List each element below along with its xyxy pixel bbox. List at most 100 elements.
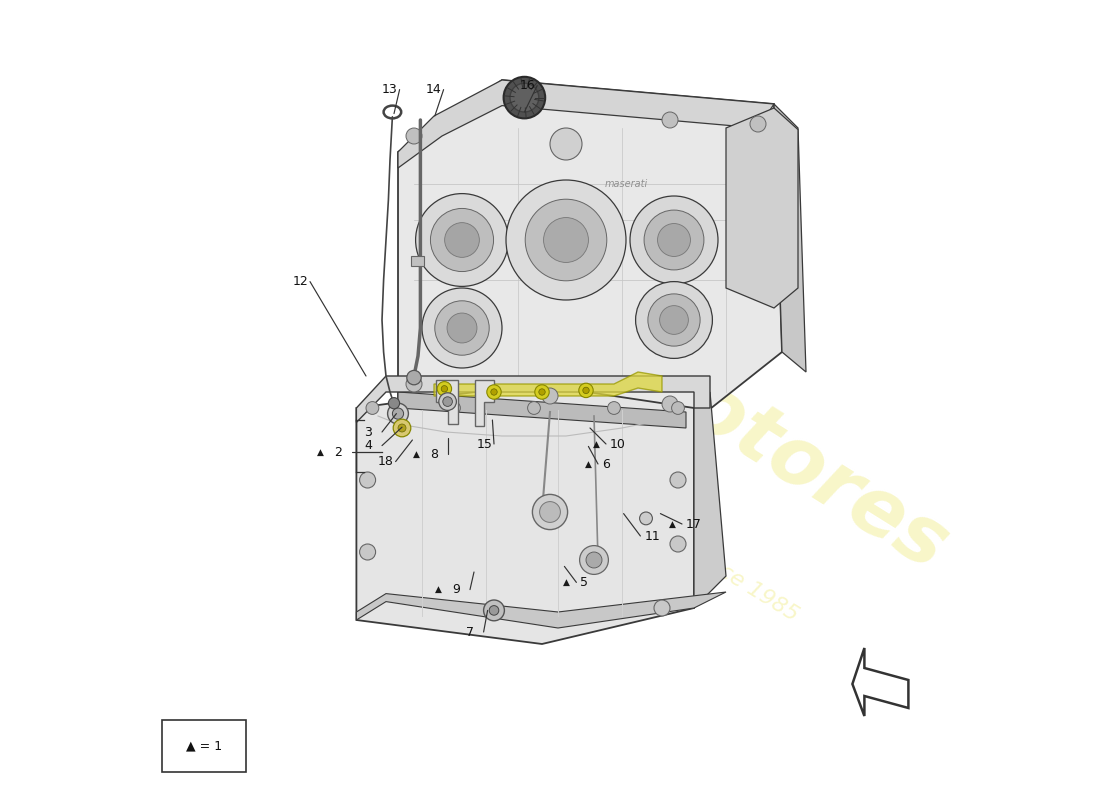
Circle shape <box>586 552 602 568</box>
Circle shape <box>448 402 461 414</box>
Text: 15: 15 <box>476 438 493 450</box>
Text: euromotores: euromotores <box>427 213 961 587</box>
Polygon shape <box>774 104 806 372</box>
Text: 14: 14 <box>426 83 442 96</box>
Circle shape <box>393 408 404 419</box>
Circle shape <box>539 389 546 395</box>
Circle shape <box>579 383 593 398</box>
Polygon shape <box>726 108 798 308</box>
Text: ▲: ▲ <box>436 585 442 594</box>
Circle shape <box>543 218 588 262</box>
Text: 4: 4 <box>364 439 372 452</box>
Circle shape <box>491 389 497 395</box>
Circle shape <box>525 199 607 281</box>
Circle shape <box>437 382 452 396</box>
Circle shape <box>487 385 502 399</box>
Text: maserati: maserati <box>604 179 648 189</box>
Text: a passion for parts since 1985: a passion for parts since 1985 <box>506 430 802 626</box>
Circle shape <box>583 387 590 394</box>
Text: 3: 3 <box>364 426 372 438</box>
Polygon shape <box>398 392 686 428</box>
Circle shape <box>636 282 713 358</box>
Circle shape <box>504 77 546 118</box>
Circle shape <box>672 402 684 414</box>
Text: 17: 17 <box>686 518 702 530</box>
Circle shape <box>670 472 686 488</box>
Polygon shape <box>434 372 662 396</box>
Circle shape <box>406 376 422 392</box>
Text: 16: 16 <box>519 79 536 92</box>
Circle shape <box>630 196 718 284</box>
Circle shape <box>654 600 670 616</box>
Circle shape <box>550 128 582 160</box>
Text: ▲: ▲ <box>585 459 592 469</box>
Polygon shape <box>410 256 424 266</box>
Circle shape <box>422 288 502 368</box>
Polygon shape <box>356 592 726 628</box>
Polygon shape <box>475 380 494 426</box>
Text: 7: 7 <box>466 626 474 638</box>
Text: 2: 2 <box>334 446 342 458</box>
Polygon shape <box>356 384 694 644</box>
Circle shape <box>360 544 375 560</box>
Circle shape <box>532 494 568 530</box>
Circle shape <box>416 194 508 286</box>
Polygon shape <box>356 376 710 422</box>
Polygon shape <box>437 380 458 424</box>
Circle shape <box>406 128 422 144</box>
Circle shape <box>447 313 477 343</box>
Circle shape <box>407 370 421 385</box>
Circle shape <box>388 398 399 409</box>
Text: 18: 18 <box>378 455 394 468</box>
Text: 11: 11 <box>645 530 660 542</box>
Circle shape <box>658 223 691 257</box>
Circle shape <box>366 402 378 414</box>
Circle shape <box>660 306 689 334</box>
Text: ▲ = 1: ▲ = 1 <box>186 739 222 753</box>
Circle shape <box>387 403 408 424</box>
Text: 9: 9 <box>452 583 460 596</box>
Text: 6: 6 <box>602 458 609 470</box>
Circle shape <box>580 546 608 574</box>
Circle shape <box>662 396 678 412</box>
Text: 10: 10 <box>610 438 626 450</box>
Polygon shape <box>694 392 726 608</box>
Text: ▲: ▲ <box>412 450 420 459</box>
Text: 12: 12 <box>293 275 308 288</box>
Circle shape <box>645 210 704 270</box>
Circle shape <box>639 512 652 525</box>
Text: 8: 8 <box>430 448 438 461</box>
Text: ▲: ▲ <box>317 447 323 457</box>
Circle shape <box>439 393 456 410</box>
FancyBboxPatch shape <box>162 720 246 772</box>
Circle shape <box>360 472 375 488</box>
Circle shape <box>441 386 448 392</box>
Circle shape <box>540 502 560 522</box>
Polygon shape <box>852 648 909 716</box>
Polygon shape <box>398 80 774 168</box>
Circle shape <box>542 388 558 404</box>
Circle shape <box>607 402 620 414</box>
Circle shape <box>648 294 700 346</box>
Text: ▲: ▲ <box>669 519 675 529</box>
Circle shape <box>398 424 406 432</box>
Circle shape <box>393 419 410 437</box>
Circle shape <box>750 116 766 132</box>
Circle shape <box>484 600 505 621</box>
Circle shape <box>662 112 678 128</box>
Text: ▲: ▲ <box>563 578 570 587</box>
Circle shape <box>434 301 490 355</box>
Circle shape <box>430 209 494 271</box>
Circle shape <box>510 83 539 112</box>
Circle shape <box>670 536 686 552</box>
Text: ▲: ▲ <box>593 439 600 449</box>
Circle shape <box>443 397 452 406</box>
Polygon shape <box>398 80 782 428</box>
Circle shape <box>528 402 540 414</box>
Text: 13: 13 <box>382 83 398 96</box>
Text: 5: 5 <box>581 576 589 589</box>
Circle shape <box>490 606 498 615</box>
Circle shape <box>506 180 626 300</box>
Circle shape <box>535 385 549 399</box>
Circle shape <box>444 222 480 258</box>
